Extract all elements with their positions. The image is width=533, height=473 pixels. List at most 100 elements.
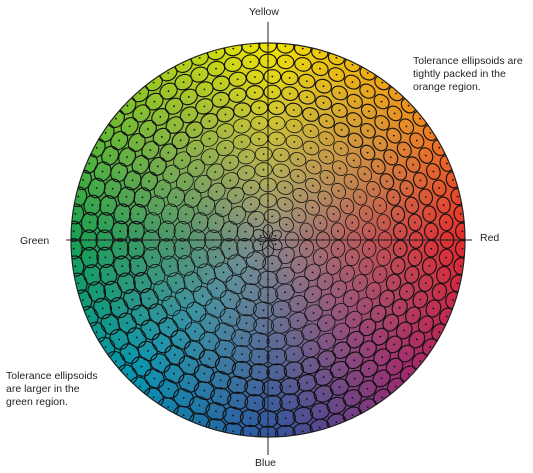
ellipse-center-dot bbox=[280, 154, 282, 156]
ellipse-center-dot bbox=[240, 141, 243, 143]
ellipse-center-dot bbox=[367, 348, 369, 351]
ellipse-center-dot bbox=[325, 137, 328, 140]
hue-wedge bbox=[274, 102, 283, 114]
ellipse-center-dot bbox=[430, 247, 433, 250]
ellipse-center-dot bbox=[201, 295, 204, 297]
ellipse-center-dot bbox=[354, 139, 357, 142]
ellipse-center-dot bbox=[381, 81, 384, 84]
ellipse-center-dot bbox=[337, 230, 339, 233]
ellipse-center-dot bbox=[253, 91, 256, 94]
ellipse-center-dot bbox=[255, 259, 257, 262]
ellipse-center-dot bbox=[324, 197, 326, 200]
ellipse-center-dot bbox=[88, 256, 91, 259]
ellipse-center-dot bbox=[338, 368, 341, 371]
ellipse-center-dot bbox=[215, 190, 218, 193]
ellipse-center-dot bbox=[104, 256, 107, 259]
ellipse-center-dot bbox=[95, 291, 98, 293]
ellipse-center-dot bbox=[159, 116, 162, 118]
ellipse-center-dot bbox=[139, 385, 141, 388]
ellipse-center-dot bbox=[170, 173, 173, 175]
ellipse-center-dot bbox=[160, 135, 163, 138]
ellipse-center-dot bbox=[405, 187, 408, 190]
ellipse-center-dot bbox=[72, 230, 75, 233]
ellipse-center-dot bbox=[148, 180, 151, 183]
ellipse-center-dot bbox=[297, 175, 299, 178]
ellipse-center-dot bbox=[224, 348, 227, 350]
ellipse-center-dot bbox=[236, 78, 239, 81]
ellipse-center-dot bbox=[179, 139, 182, 142]
ellipse-center-dot bbox=[351, 396, 354, 399]
ellipse-center-dot bbox=[305, 397, 308, 400]
ellipse-center-dot bbox=[146, 350, 149, 352]
ellipse-center-dot bbox=[182, 396, 185, 399]
ellipse-center-dot bbox=[249, 274, 252, 277]
ellipse-center-dot bbox=[325, 357, 328, 360]
ellipse-center-dot bbox=[414, 221, 416, 224]
ellipse-center-dot bbox=[249, 203, 252, 206]
ellipse-center-dot bbox=[354, 338, 357, 341]
ellipse-center-dot bbox=[379, 335, 382, 338]
ellipse-center-dot bbox=[229, 316, 232, 319]
ellipse-center-dot bbox=[293, 141, 296, 143]
ellipse-center-dot bbox=[366, 90, 369, 93]
ellipse-center-dot bbox=[389, 321, 392, 324]
hue-wedge bbox=[267, 47, 279, 58]
ellipse-center-dot bbox=[312, 166, 315, 168]
ellipse-center-dot bbox=[234, 194, 237, 197]
ellipse-center-dot bbox=[285, 254, 288, 257]
ellipse-center-dot bbox=[77, 195, 80, 198]
ellipse-center-dot bbox=[293, 125, 295, 127]
ellipse-center-dot bbox=[280, 324, 282, 326]
ellipse-center-dot bbox=[322, 392, 325, 395]
ellipse-center-dot bbox=[195, 310, 198, 313]
ellipse-center-dot bbox=[335, 404, 338, 407]
ellipse-center-dot bbox=[173, 124, 176, 126]
ellipse-center-dot bbox=[219, 379, 222, 382]
ellipse-center-dot bbox=[249, 417, 252, 420]
ellipse-center-dot bbox=[288, 401, 291, 403]
ellipse-center-dot bbox=[208, 322, 211, 325]
ellipse-center-dot bbox=[153, 377, 156, 380]
ellipse-center-dot bbox=[359, 196, 361, 198]
ellipse-center-dot bbox=[141, 196, 144, 199]
ellipse-center-dot bbox=[254, 76, 256, 78]
ellipse-center-dot bbox=[250, 291, 252, 294]
ellipse-center-dot bbox=[214, 307, 217, 309]
ellipse-center-dot bbox=[193, 128, 196, 131]
ellipse-center-dot bbox=[284, 291, 286, 294]
ellipse-center-dot bbox=[240, 337, 243, 339]
ellipse-center-dot bbox=[280, 169, 283, 172]
ellipse-center-dot bbox=[351, 414, 354, 417]
ellipse-center-dot bbox=[424, 323, 427, 326]
ellipse-center-dot bbox=[338, 92, 341, 94]
ellipse-center-dot bbox=[167, 90, 170, 93]
ellipse-center-dot bbox=[259, 234, 262, 237]
ellipse-center-dot bbox=[228, 230, 231, 233]
ellipse-center-dot bbox=[452, 299, 454, 302]
ellipse-center-dot bbox=[203, 105, 206, 108]
ellipse-center-dot bbox=[324, 280, 326, 283]
ellipse-center-dot bbox=[459, 265, 462, 268]
ellipse-center-dot bbox=[275, 340, 278, 343]
ellipse-center-dot bbox=[403, 329, 406, 332]
ellipse-center-dot bbox=[146, 128, 149, 130]
ellipse-center-dot bbox=[187, 382, 190, 384]
ellipse-center-dot bbox=[183, 297, 186, 300]
ellipse-center-dot bbox=[229, 179, 232, 182]
ellipse-center-dot bbox=[377, 165, 380, 168]
ellipse-center-dot bbox=[337, 189, 340, 192]
hue-wedge bbox=[130, 225, 142, 234]
ellipse-center-dot bbox=[305, 80, 308, 83]
ellipse-center-dot bbox=[405, 290, 408, 293]
ellipse-center-dot bbox=[152, 396, 155, 399]
ellipse-center-dot bbox=[236, 263, 239, 266]
ellipse-center-dot bbox=[395, 92, 397, 95]
ellipse-center-dot bbox=[140, 365, 143, 368]
ellipse-center-dot bbox=[131, 298, 134, 301]
ellipse-center-dot bbox=[393, 365, 396, 368]
ellipse-center-dot bbox=[244, 247, 247, 250]
ellipse-center-dot bbox=[368, 247, 371, 250]
ellipse-center-dot bbox=[119, 230, 122, 233]
ellipse-center-dot bbox=[181, 230, 184, 233]
ellipse-center-dot bbox=[232, 430, 235, 433]
